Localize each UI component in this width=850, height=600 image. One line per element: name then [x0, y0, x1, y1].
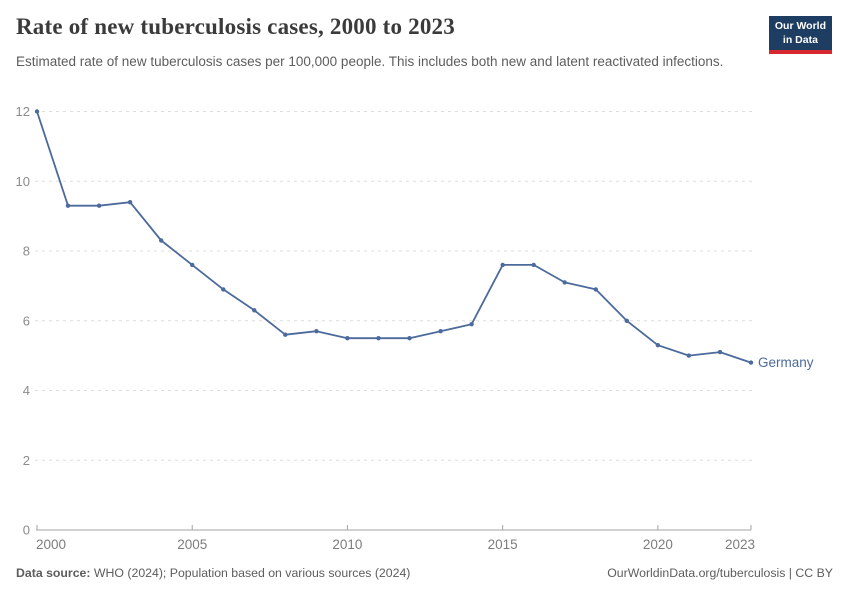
data-point-2003	[127, 200, 133, 205]
data-source-value: WHO (2024); Population based on various …	[90, 566, 411, 580]
data-point-2006	[221, 287, 226, 292]
data-point-2020	[655, 343, 661, 348]
data-point-2013	[438, 329, 443, 334]
data-source-label: Data source:	[16, 566, 91, 580]
x-tick-label: 2000	[36, 537, 66, 552]
data-point-2023	[748, 360, 754, 365]
data-point-2004	[159, 238, 164, 243]
data-point-2001	[65, 203, 71, 208]
data-point-2011	[376, 336, 381, 341]
data-point-2014	[469, 322, 474, 327]
data-point-2002	[96, 203, 102, 208]
data-point-2009	[314, 329, 319, 334]
data-point-2007	[252, 308, 257, 313]
owid-logo-line1: Our World	[774, 20, 826, 32]
x-tick-label: 2010	[332, 537, 362, 552]
y-tick-label: 10	[16, 174, 30, 189]
data-point-2016	[531, 262, 536, 268]
y-tick-label: 6	[23, 313, 30, 328]
page-title: Rate of new tuberculosis cases, 2000 to …	[16, 14, 455, 39]
owid-logo-line2: in Data	[782, 33, 818, 46]
data-point-2010	[345, 336, 350, 341]
data-point-2015	[500, 262, 505, 268]
y-tick-label: 8	[23, 244, 30, 259]
series-line-germany	[36, 111, 752, 364]
y-tick-label: 2	[23, 453, 30, 468]
data-point-2012	[407, 336, 412, 341]
data-source-text: Data source: WHO (2024); Population base…	[16, 566, 410, 580]
x-tick-label: 2020	[643, 537, 673, 552]
data-point-2005	[190, 262, 195, 268]
data-point-2019	[624, 318, 629, 323]
x-tick-label: 2023	[725, 537, 755, 552]
y-tick-label: 12	[16, 104, 30, 119]
owid-logo[interactable]: Our World in Data	[768, 16, 832, 55]
series-label-germany: Germany	[758, 355, 814, 370]
chart-footer: Data source: WHO (2024); Population base…	[16, 566, 833, 580]
y-tick-label: 4	[23, 383, 30, 398]
data-point-2018	[593, 287, 598, 292]
x-tick-label: 2015	[488, 537, 518, 552]
data-point-2021	[686, 353, 692, 358]
data-point-2000	[34, 109, 40, 114]
y-tick-label: 0	[23, 523, 30, 538]
data-point-2017	[562, 280, 567, 285]
data-point-2008	[283, 332, 288, 337]
chart-subtitle: Estimated rate of new tuberculosis cases…	[16, 54, 724, 69]
x-tick-label: 2005	[177, 537, 207, 552]
data-point-2022	[717, 349, 723, 355]
citation-link[interactable]: OurWorldinData.org/tuberculosis | CC BY	[607, 566, 833, 580]
